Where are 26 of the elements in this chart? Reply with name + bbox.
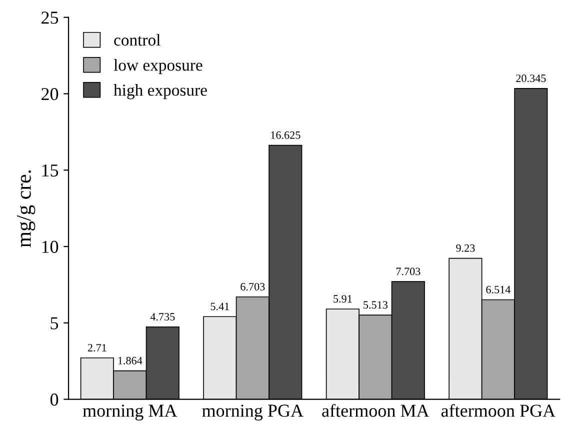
data-label: 1.864 xyxy=(118,356,142,364)
legend-label: high exposure xyxy=(114,84,207,100)
data-label: 4.735 xyxy=(150,313,175,321)
y-tick-label: 0 xyxy=(50,394,58,406)
y-tick-label: 25 xyxy=(42,12,58,24)
data-label: 20.345 xyxy=(516,74,546,82)
legend-label: low exposure xyxy=(114,59,202,74)
y-axis-title: mg/g cre. xyxy=(16,170,36,248)
x-tick-label: aftermoon MA xyxy=(322,404,430,417)
data-label: 6.703 xyxy=(240,282,265,291)
y-tick-label: 15 xyxy=(42,164,58,177)
y-tick-label: 10 xyxy=(42,240,58,253)
data-label: 5.91 xyxy=(334,295,352,303)
x-tick-label: aftermoon PGA xyxy=(441,404,556,417)
data-label: 2.71 xyxy=(88,344,106,352)
data-label: 16.625 xyxy=(271,131,300,139)
x-tick-label: morning MA xyxy=(82,404,178,421)
y-tick-label: 20 xyxy=(42,88,58,100)
data-label: 5.41 xyxy=(210,302,229,310)
x-tick-label: morning PGA xyxy=(202,404,304,421)
data-label: 7.703 xyxy=(396,268,420,276)
data-label: 9.23 xyxy=(456,244,475,252)
y-tick-label: 5 xyxy=(50,317,58,330)
data-label: 5.513 xyxy=(364,301,388,309)
data-label: 6.514 xyxy=(486,286,511,294)
legend-label: control xyxy=(114,34,160,46)
